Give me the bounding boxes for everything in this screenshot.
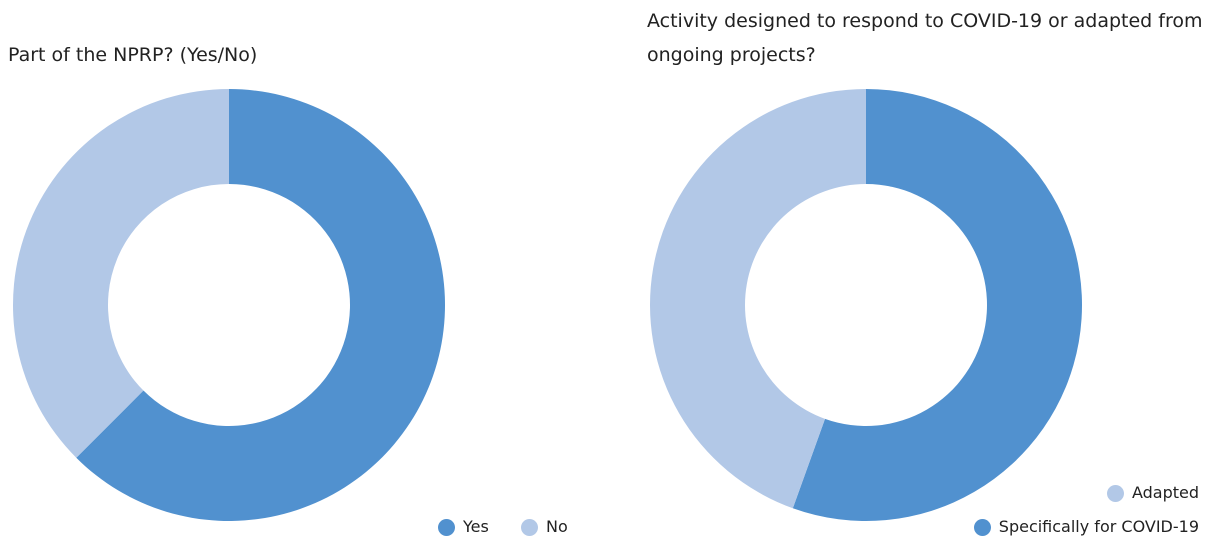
chart-panel-nprp: Part of the NPRP? (Yes/No) Yes No [0, 0, 600, 540]
legend-swatch-no [521, 518, 538, 536]
donut-chart-nprp [12, 89, 445, 521]
donut-slice-specifically-for-covid-19[interactable] [792, 89, 1082, 521]
legend-item-specifically-for-covid[interactable]: Specifically for COVID-19 [973, 517, 1199, 537]
legend-item-adapted[interactable]: Adapted [1106, 483, 1199, 503]
legend-label-adapted: Adapted [1131, 483, 1199, 502]
donut-chart-covid [649, 89, 1082, 521]
legend-label-no: No [546, 517, 568, 536]
legend-item-yes[interactable]: Yes [438, 517, 489, 537]
chart-title: Part of the NPRP? (Yes/No) [8, 44, 258, 66]
legend-label-specifically-for-covid: Specifically for COVID-19 [998, 517, 1199, 536]
legend-swatch-specifically-for-covid [973, 518, 991, 536]
donut-slice-adapted[interactable] [649, 89, 866, 509]
donut-slice-no[interactable] [12, 89, 230, 458]
chart-title: Activity designed to respond to COVID-19… [647, 10, 1203, 66]
legend-label-yes: Yes [463, 517, 489, 536]
chart-panel-covid: Activity designed to respond to COVID-19… [600, 0, 1209, 540]
legend-swatch-adapted [1106, 484, 1124, 502]
donut-slice-yes[interactable] [76, 89, 445, 521]
legend-item-no[interactable]: No [521, 517, 568, 537]
legend-swatch-yes [438, 518, 455, 536]
